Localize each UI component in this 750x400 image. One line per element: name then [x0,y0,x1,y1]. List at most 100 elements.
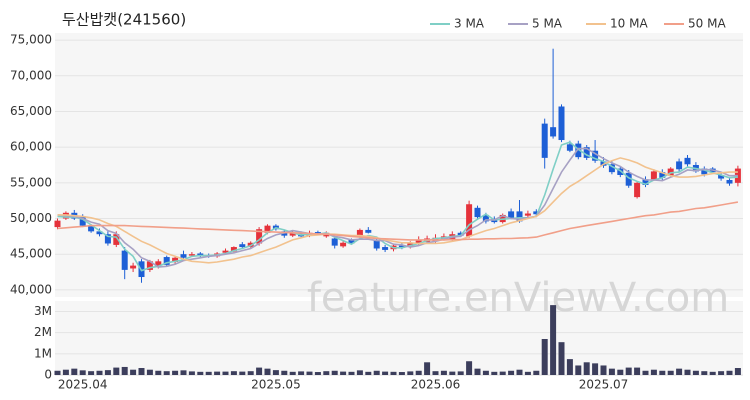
volume-bar [415,370,422,375]
volume-bar [449,371,456,375]
candle-body [415,239,422,244]
volume-bar [130,369,137,375]
candle-body [466,204,473,237]
candle-body [650,171,657,180]
candle-body [113,234,120,245]
volume-bar [524,371,531,375]
volume-bar [617,369,624,375]
candle-body [382,247,389,250]
candle-body [289,232,296,236]
candle-body [348,239,355,244]
volume-bar [289,371,296,375]
candle-body [230,247,237,252]
candle-body [314,232,321,234]
volume-bar [440,370,447,375]
volume-bar [499,371,506,375]
ma-line [57,201,739,241]
volume-bar [600,365,607,375]
volume-bar [155,370,162,375]
ma-line [57,141,738,272]
candle-body [398,245,405,248]
candle-body [659,172,666,178]
volume-bar [625,367,632,375]
volume-bar [692,370,699,375]
volume-bar [331,370,338,375]
candle-body [482,214,489,222]
volume-bar [575,365,582,375]
volume-bar [121,366,128,375]
volume-bar [230,371,237,375]
candle-body [356,229,363,237]
candle-body [54,220,61,228]
volume-bar [634,367,641,375]
legend-label: 5 MA [532,17,563,31]
volume-bar [247,371,254,375]
price-plot-area [55,33,743,297]
volume-bar [583,362,590,375]
legend-label: 3 MA [454,17,485,31]
volume-bar [516,369,523,375]
candle-body [373,239,380,249]
candle-body [146,261,153,270]
candle-body [508,211,515,218]
volume-bar [96,370,103,375]
candle-body [575,143,582,158]
x-tick-label: 2025.07 [579,378,629,392]
y-tick-label: 50,000 [10,211,52,225]
candle-body [121,250,128,270]
volume-bar [62,369,69,375]
volume-bar [239,371,246,375]
volume-bar [550,305,557,375]
volume-bar [188,371,195,375]
candle-body [172,257,179,263]
volume-bar [718,371,725,375]
volume-bar [298,371,305,375]
candle-body [592,150,599,161]
candle-body [264,225,271,233]
ma-line [57,157,738,264]
candle-body [533,211,540,215]
candle-body [608,164,615,173]
volume-bar [197,371,204,375]
volume-bar [709,371,716,375]
volume-bar [558,342,565,375]
y-tick-label: 60,000 [10,140,52,154]
volume-bar [356,370,363,375]
volume-bar [163,371,170,375]
chart-title: 두산밥캣(241560) [62,11,186,29]
volume-bar [382,371,389,375]
y-tick-label: 0 [44,368,52,382]
volume-bar [104,370,111,375]
candle-body [188,254,195,256]
legend-label: 50 MA [688,17,726,31]
volume-bar [667,370,674,375]
volume-bar [323,371,330,375]
candle-body [701,168,708,175]
volume-bar [684,369,691,375]
watermark: feature.enViewV.com [307,275,729,321]
candle-body [516,211,523,222]
volume-bar [566,359,573,375]
candle-body [104,234,111,244]
legend-label: 10 MA [610,17,648,31]
candle-body [524,213,531,216]
candle-body [256,229,263,244]
volume-bar [676,368,683,375]
candle-body [155,261,162,268]
candle-body [634,182,641,198]
candle-body [331,238,338,246]
volume-bar [592,363,599,375]
volume-bar [314,372,321,375]
candle-body [365,229,372,233]
volume-bar [734,368,741,375]
volume-plot-area [55,301,743,376]
volume-bar [264,368,271,375]
x-tick-label: 2025.05 [251,378,301,392]
volume-bar [432,371,439,375]
volume-bar [180,370,187,375]
volume-bar [701,371,708,375]
candle-body [718,174,725,179]
candle-body [457,232,464,236]
